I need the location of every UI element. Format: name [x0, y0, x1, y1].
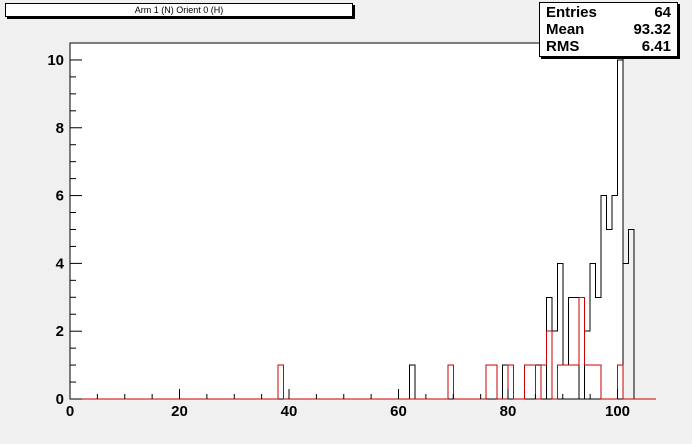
x-tick-label: 20 — [171, 403, 188, 420]
chart-title: Arm 1 (N) Orient 0 (H) — [134, 5, 224, 15]
stats-entries-value: 64 — [654, 4, 671, 21]
stats-row-mean: Mean 93.32 — [546, 21, 671, 38]
stats-box: Entries 64 Mean 93.32 RMS 6.41 — [539, 2, 678, 57]
plot-frame — [69, 42, 624, 400]
stats-row-rms: RMS 6.41 — [546, 38, 671, 55]
histogram-series-1 — [70, 296, 656, 400]
x-tick-label: 80 — [500, 403, 517, 420]
stats-row-entries: Entries 64 — [546, 4, 671, 21]
x-tick-label: 100 — [605, 403, 630, 420]
y-tick-label: 10 — [47, 52, 64, 69]
x-tick-label: 60 — [390, 403, 407, 420]
stats-entries-label: Entries — [546, 4, 597, 21]
stats-rms-value: 6.41 — [641, 38, 671, 55]
stats-mean-value: 93.32 — [633, 21, 671, 38]
y-tick-label: 2 — [56, 323, 64, 340]
stats-mean-label: Mean — [546, 21, 585, 38]
x-tick-label: 0 — [66, 403, 74, 420]
y-tick-label: 8 — [56, 120, 64, 137]
stats-rms-label: RMS — [546, 38, 580, 55]
y-tick-label: 6 — [56, 188, 64, 205]
x-tick-label: 40 — [281, 403, 298, 420]
chart-title-box: Arm 1 (N) Orient 0 (H) — [5, 3, 353, 17]
y-tick-label: 0 — [56, 391, 64, 408]
y-tick-label: 4 — [56, 255, 65, 272]
